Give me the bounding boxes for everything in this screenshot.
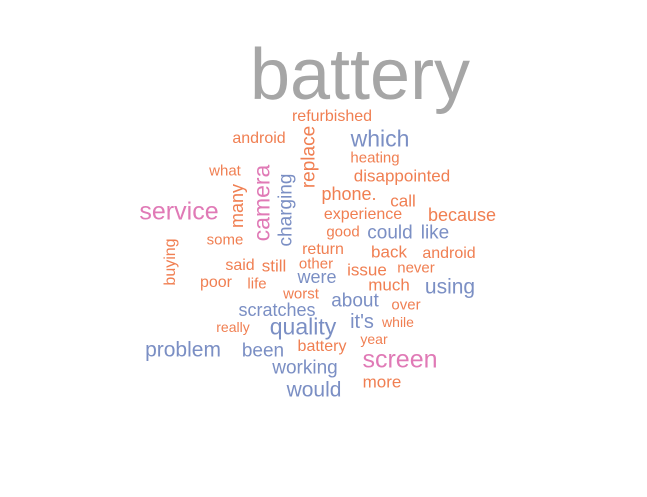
word-many: many (227, 183, 247, 229)
word-working: working (272, 357, 338, 379)
word-back: back (371, 242, 407, 262)
word-said: said (225, 257, 255, 274)
word-worst: worst (283, 285, 319, 303)
word-life: life (247, 275, 267, 293)
word-over: over (391, 296, 421, 314)
word-issue: issue (347, 260, 387, 280)
word-which: which (350, 125, 410, 152)
word-service: service (139, 197, 219, 226)
word-while: while (382, 314, 414, 330)
word-android: android (422, 245, 476, 262)
word-other: other (298, 255, 334, 273)
word-screen: screen (362, 345, 438, 374)
word-year: year (360, 331, 388, 347)
word-some: some (206, 231, 244, 249)
word-experience: experience (323, 206, 403, 223)
word-using: using (424, 275, 476, 299)
word-because: because (427, 205, 497, 225)
word-phone: phone. (321, 184, 377, 204)
word-battery: battery (249, 35, 471, 115)
word-would: would (286, 378, 342, 402)
word-scratches: scratches (238, 300, 316, 320)
word-much: much (368, 275, 410, 295)
word-disappointed: disappointed (353, 166, 451, 186)
word-replace: replace (298, 125, 320, 189)
word-charging: charging (275, 173, 297, 247)
word-poor: poor (199, 274, 233, 291)
word-call: call (390, 191, 416, 211)
word-quality: quality (269, 313, 337, 340)
word-buying: buying (162, 238, 179, 286)
word-android: android (232, 130, 286, 147)
word-really: really (216, 319, 250, 335)
word-battery: battery (297, 338, 347, 355)
word-what: what (209, 162, 241, 180)
word-were: were (297, 267, 337, 287)
word-good: good (326, 223, 360, 241)
word-still: still (261, 256, 287, 276)
word-like: like (420, 222, 450, 244)
word-refurbished: refurbished (291, 108, 373, 125)
word-it-s: it's (350, 311, 374, 333)
word-heating: heating (350, 149, 400, 167)
word-more: more (362, 372, 402, 392)
word-never: never (397, 259, 435, 277)
word-problem: problem (145, 338, 221, 362)
word-camera: camera (248, 164, 275, 242)
word-about: about (331, 290, 379, 312)
word-been: been (241, 340, 285, 362)
word-could: could (367, 222, 413, 244)
word-return: return (302, 241, 344, 258)
